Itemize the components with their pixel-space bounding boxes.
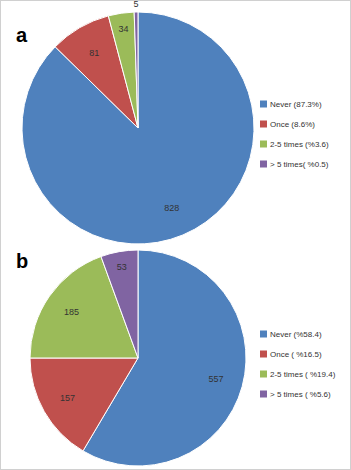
data-label: 557: [209, 374, 224, 384]
slice: [134, 12, 138, 128]
legend-entry: > 5 times( %0.5): [270, 160, 329, 169]
panel-label: a: [16, 24, 28, 46]
data-label: 81: [89, 48, 99, 58]
legend-entry: 2-5 times ( %19.4): [270, 370, 336, 379]
slice: [101, 250, 138, 358]
legend-entry: Never (87.3%): [270, 100, 322, 109]
figure: a 828 81 34 5 Never (87.3%) Once (8.6%) 2-5 tim…: [0, 0, 351, 470]
legend-swatch: [260, 161, 267, 168]
legend-swatch: [260, 351, 267, 358]
data-label: 53: [117, 262, 127, 272]
legend-entry: > 5 times ( %5.6): [270, 390, 331, 399]
panel-label: b: [16, 250, 28, 272]
data-label: 34: [118, 24, 128, 34]
pie-chart: b 557 157 185 53 Never (%58.4) Once ( %16.5) 2-…: [16, 250, 336, 466]
legend-swatch: [260, 121, 267, 128]
legend-entry: Once ( %16.5): [270, 350, 322, 359]
legend-swatch: [260, 371, 267, 378]
slice: [108, 12, 138, 128]
slice: [22, 12, 254, 244]
legend-swatch: [260, 331, 267, 338]
data-label: 5: [133, 0, 138, 9]
legend-entry: Once (8.6%): [270, 120, 315, 129]
legend-swatch: [260, 391, 267, 398]
data-label: 157: [60, 393, 75, 403]
data-label: 185: [64, 307, 79, 317]
legend: Never (%58.4) Once ( %16.5) 2-5 times ( %1…: [260, 330, 336, 399]
slice: [30, 358, 138, 451]
legend-entry: 2-5 times (%3.6): [270, 140, 329, 149]
legend: Never (87.3%) Once (8.6%) 2-5 times (%3.6)…: [260, 100, 329, 169]
legend-swatch: [260, 141, 267, 148]
pie-chart: a 828 81 34 5 Never (87.3%) Once (8.6%) 2-5 tim…: [16, 0, 329, 244]
data-label: 828: [164, 203, 179, 213]
legend-swatch: [260, 101, 267, 108]
frame: [1, 1, 351, 470]
legend-entry: Never (%58.4): [270, 330, 322, 339]
